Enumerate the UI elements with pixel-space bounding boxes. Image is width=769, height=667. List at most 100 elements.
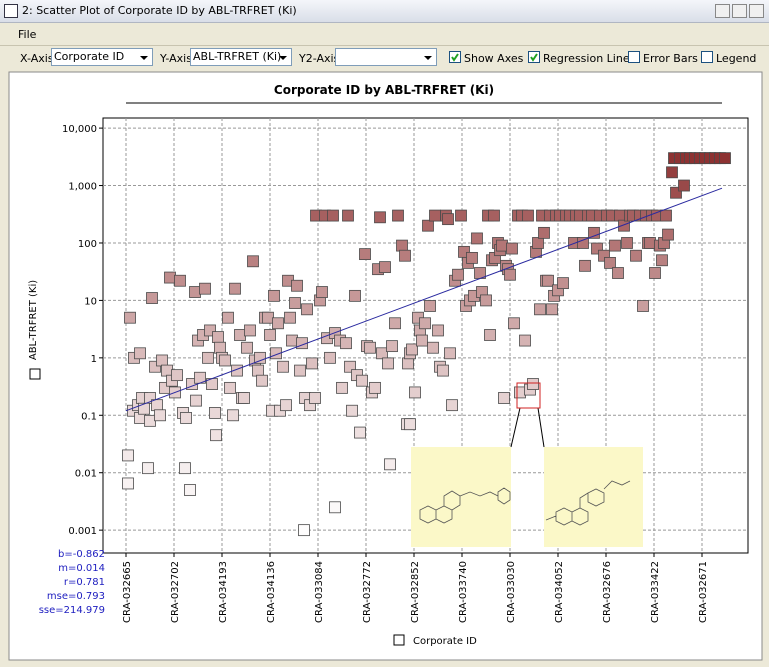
checkbox[interactable] [449, 51, 461, 63]
checkbox-label[interactable]: Show Axes [464, 52, 524, 65]
point [546, 303, 558, 316]
point [344, 360, 356, 373]
y-axis-combo[interactable]: ABL-TRFRET (Ki) [190, 48, 292, 66]
point [124, 311, 136, 324]
point [151, 399, 163, 412]
x-axis-caption: X-Axis [20, 52, 54, 65]
y2-axis-combo[interactable] [335, 48, 437, 66]
x-tick-label: CRA-032671 [698, 561, 709, 623]
point [637, 300, 649, 312]
point [289, 297, 301, 309]
point [238, 392, 250, 404]
checkbox-label[interactable]: Regression Line [543, 52, 630, 65]
point [557, 277, 569, 290]
point [356, 374, 368, 387]
point [294, 364, 306, 377]
highlight-box [516, 382, 541, 409]
structure-box [411, 447, 511, 547]
x-tick-label: CRA-032702 [170, 561, 181, 623]
point [614, 209, 626, 222]
point [229, 282, 241, 295]
molecule-drawing [545, 480, 631, 526]
point [416, 334, 428, 347]
point [340, 337, 352, 350]
point [214, 341, 226, 354]
close-button[interactable] [749, 4, 764, 18]
point [316, 286, 328, 298]
point [134, 347, 146, 360]
checkbox[interactable] [701, 51, 713, 63]
point [327, 209, 339, 222]
point [618, 219, 630, 232]
point [227, 409, 239, 422]
point [514, 386, 526, 399]
point [324, 351, 336, 364]
x-axis-combo[interactable]: Corporate ID [51, 48, 153, 66]
point [609, 239, 621, 252]
point [171, 369, 183, 382]
maximize-button[interactable] [732, 4, 747, 18]
point [429, 209, 441, 222]
point [204, 324, 216, 337]
point [264, 329, 276, 341]
point [406, 343, 418, 356]
point [522, 209, 534, 222]
point [621, 237, 633, 249]
point [122, 477, 134, 490]
regression-stat: b=-0.862 [58, 549, 105, 560]
point [508, 317, 520, 330]
point [284, 311, 296, 324]
point [579, 259, 591, 272]
y-tick-label: 0.01 [75, 469, 97, 480]
point [427, 341, 439, 354]
point [532, 237, 544, 249]
point [244, 324, 256, 337]
point [189, 286, 201, 298]
checkbox[interactable] [528, 51, 540, 63]
point [506, 242, 518, 255]
minimize-button[interactable] [715, 4, 730, 18]
point [644, 237, 656, 249]
point [364, 341, 376, 354]
point [342, 209, 354, 222]
point [504, 268, 516, 281]
point [588, 226, 600, 239]
point [234, 329, 246, 341]
point [154, 409, 166, 422]
point [376, 347, 388, 360]
point [374, 211, 386, 224]
title-bar: 2: Scatter Plot of Corporate ID by ABL-T… [0, 0, 769, 23]
y-tick-label: 0.1 [81, 411, 97, 422]
y-tick-label: 0.001 [68, 526, 97, 537]
point [306, 357, 318, 370]
point [256, 374, 268, 387]
y-tick-label: 100 [78, 239, 97, 250]
point [280, 399, 292, 412]
y-axis-label: ABL-TRFRET (Ki) [28, 280, 39, 360]
point [630, 249, 642, 262]
x-tick-label: CRA-033740 [458, 561, 469, 623]
checkbox-label[interactable]: Legend [716, 52, 757, 65]
y-axis-caption: Y-Axis [160, 52, 192, 65]
menu-file[interactable]: File [18, 28, 37, 41]
point [144, 392, 156, 404]
y2-axis-caption: Y2-Axis [299, 52, 340, 65]
callout-line [510, 407, 521, 448]
point [577, 237, 589, 249]
point [442, 213, 454, 226]
point [212, 331, 224, 343]
checkbox-label[interactable]: Error Bars [643, 52, 698, 65]
point [480, 294, 492, 307]
y-tick-label: 10 [84, 296, 97, 307]
point [471, 232, 483, 245]
x-axis-label: Corporate ID [413, 636, 477, 647]
regression-stat: mse=0.793 [47, 591, 105, 602]
point [432, 324, 444, 337]
point [199, 282, 211, 295]
point [286, 334, 298, 347]
point [349, 289, 361, 302]
checkbox[interactable] [628, 51, 640, 63]
app-icon [4, 4, 18, 18]
